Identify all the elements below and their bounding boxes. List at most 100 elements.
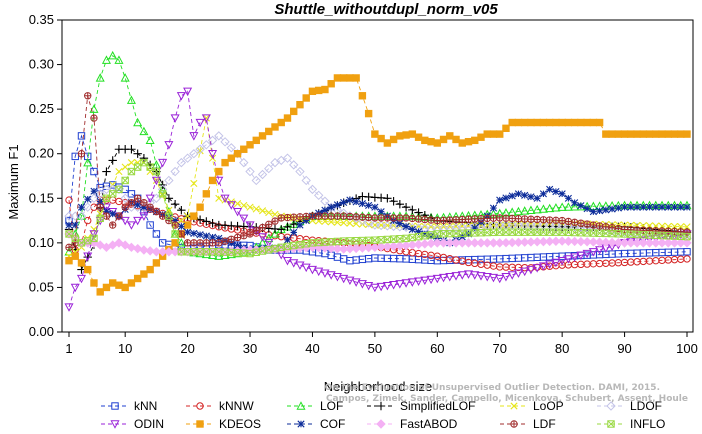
data-point-odin [307, 265, 317, 275]
legend-item-simplifiedlof: SimplifiedLOF [367, 399, 475, 413]
data-point-ldf [84, 92, 92, 100]
data-point-fastabod [657, 238, 667, 248]
data-point-ldf [296, 213, 304, 221]
data-point-cof [414, 228, 423, 236]
data-point-kdeos [683, 130, 691, 138]
data-point-cof [321, 206, 329, 214]
data-point-kdeos [277, 118, 285, 127]
data-point-cof [670, 203, 679, 211]
data-point-kdeos [296, 100, 304, 109]
data-point-cof [102, 208, 111, 216]
data-point-odin [401, 279, 411, 288]
y-tick-label: 0.35 [29, 12, 54, 27]
legend: kNN kNNW LOF SimplifiedLOF LoOP LDOF ODIN KDEOS… [101, 399, 665, 431]
data-point-fastabod [619, 238, 630, 248]
data-point-loop [258, 207, 267, 215]
data-point-cof [346, 196, 354, 204]
data-point-ldf [371, 214, 379, 222]
data-point-fastabod [626, 238, 636, 248]
data-point-kdeos [489, 130, 498, 138]
data-point-kdeos [71, 252, 79, 260]
data-point-cof [90, 187, 98, 195]
data-point-ldof [239, 157, 249, 168]
data-point-cof [608, 205, 616, 213]
data-point-ldf [108, 221, 117, 229]
data-point-ldof [295, 166, 305, 177]
data-point-kdeos [483, 130, 491, 138]
data-point-inflo [108, 190, 117, 198]
data-point-simplifiedlof [395, 200, 405, 209]
data-point-cof [134, 201, 142, 209]
data-point-odin [451, 272, 461, 281]
data-point-kdeos [558, 118, 566, 127]
data-point-loop [677, 223, 685, 231]
data-point-simplifiedlof [408, 205, 417, 215]
data-point-ldof [370, 220, 380, 230]
data-point-kdeos [664, 130, 672, 138]
series-odin [64, 87, 692, 312]
data-point-odin [189, 132, 199, 141]
y-tick-label: 0.00 [29, 324, 54, 339]
data-point-ldf [283, 213, 292, 222]
data-point-fastabod [601, 237, 611, 248]
data-point-ldf [77, 150, 86, 158]
x-tick-label: 90 [617, 341, 631, 356]
data-point-fastabod [669, 238, 680, 248]
data-point-loop [340, 219, 348, 227]
x-tick-label: 70 [492, 341, 506, 356]
data-point-odin [557, 256, 567, 266]
data-point-fastabod [594, 237, 605, 247]
data-point-odin [295, 261, 305, 270]
data-point-ldf [146, 203, 154, 211]
data-point-cof [184, 228, 192, 236]
data-point-ldf [227, 235, 236, 243]
data-point-loop [127, 159, 136, 167]
data-point-kdeos [402, 131, 410, 139]
data-point-ldf [196, 239, 204, 247]
data-point-cof [377, 208, 385, 216]
y-tick-label: 0.05 [29, 279, 54, 294]
data-point-ldf [439, 216, 448, 225]
data-point-odin [314, 267, 324, 277]
data-point-odin [370, 283, 380, 293]
data-point-kdeos [121, 283, 129, 292]
data-point-odin [201, 114, 211, 123]
data-point-kdeos [321, 85, 329, 94]
data-point-odin [245, 221, 255, 230]
series-line-lof [68, 55, 687, 257]
data-point-fastabod [164, 247, 174, 257]
data-point-ldof [139, 202, 149, 212]
data-point-kdeos [389, 135, 398, 144]
data-point-cof [358, 200, 366, 208]
data-point-kdeos [564, 118, 573, 127]
data-point-ldf [133, 194, 142, 202]
data-point-cof [614, 204, 622, 212]
data-point-odin [332, 273, 342, 282]
data-point-cof [496, 196, 504, 204]
x-tick-label: 40 [305, 341, 319, 356]
data-point-ldf [595, 222, 604, 230]
data-point-inflo [508, 228, 516, 236]
data-point-loop [365, 220, 373, 229]
data-point-odin [395, 280, 405, 289]
data-point-odin [70, 283, 80, 293]
legend-item-knn: kNN [101, 399, 157, 413]
plot-frame [61, 19, 694, 333]
data-point-kdeos [639, 130, 648, 138]
data-point-cof [514, 190, 523, 198]
data-point-lof [520, 206, 530, 215]
data-point-kdeos [358, 92, 367, 100]
data-point-ldof [182, 153, 193, 163]
data-point-fastabod [139, 245, 149, 255]
data-point-lof [139, 126, 149, 136]
data-point-cof [508, 192, 516, 200]
data-point-ldof [301, 175, 311, 186]
data-point-odin [351, 278, 361, 287]
data-point-ldf [402, 214, 410, 222]
data-point-fastabod [607, 237, 617, 248]
data-point-loop [346, 219, 354, 227]
data-point-inflo [146, 163, 154, 171]
data-point-inflo [115, 185, 123, 194]
data-point-ldof [388, 221, 399, 232]
data-point-cof [583, 205, 591, 213]
